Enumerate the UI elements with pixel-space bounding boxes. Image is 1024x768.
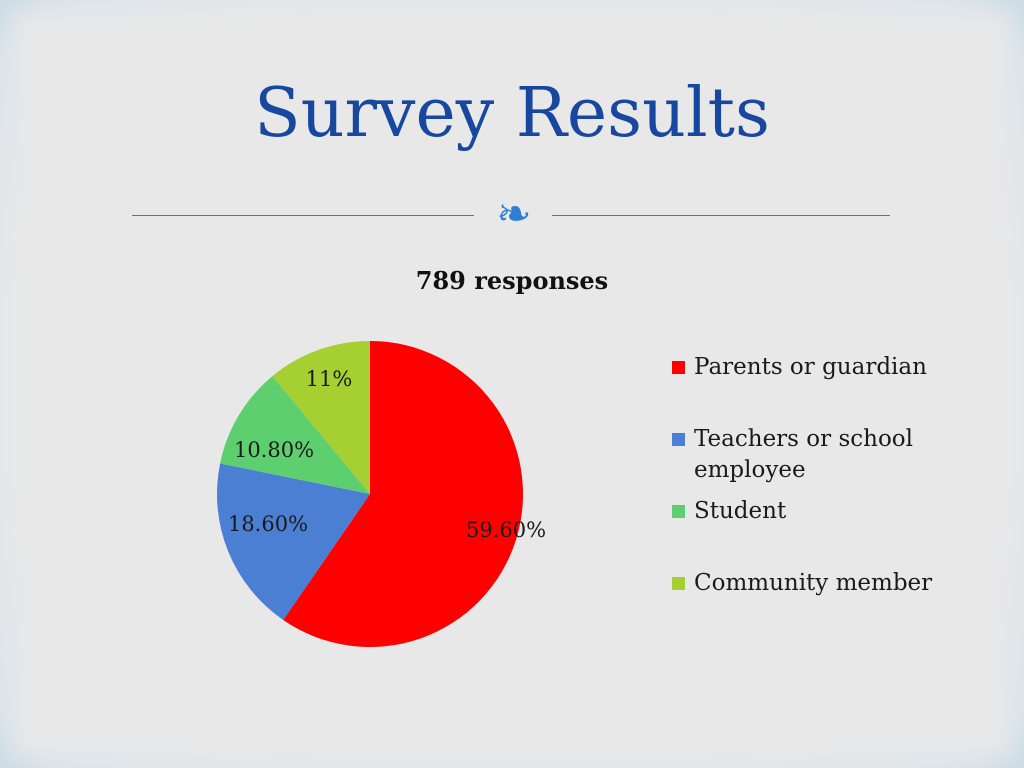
data-label-parents: 59.60% [466,518,546,542]
chart-legend: Parents or guardian Teachers or school e… [672,352,972,608]
legend-item-community: Community member [672,568,972,608]
chart-title: 789 responses [415,266,609,295]
legend-item-parents: Parents or guardian [672,352,972,424]
legend-label-teachers: Teachers or school employee [694,426,913,483]
data-label-community: 11% [306,367,353,391]
divider-gap [474,205,552,225]
slide-title: Survey Results [254,74,770,153]
pie-slice-student [220,376,370,494]
legend-label-student: Student [694,498,787,524]
legend-swatch-teachers [672,433,685,446]
legend-label-parents: Parents or guardian [694,354,927,380]
pie-slice-community [272,341,370,494]
pie-slice-parents [283,341,523,647]
legend-swatch-community [672,577,685,590]
pie-slice-teachers [216,463,370,621]
data-label-teachers: 18.60% [228,512,308,536]
legend-item-teachers: Teachers or school employee [672,424,972,496]
legend-item-student: Student [672,496,972,568]
slide-panel [26,22,998,746]
legend-swatch-student [672,505,685,518]
data-label-student: 10.80% [234,438,314,462]
fleuron-ornament-icon: ❧ [496,189,532,238]
legend-label-community: Community member [694,570,933,596]
legend-swatch-parents [672,361,685,374]
